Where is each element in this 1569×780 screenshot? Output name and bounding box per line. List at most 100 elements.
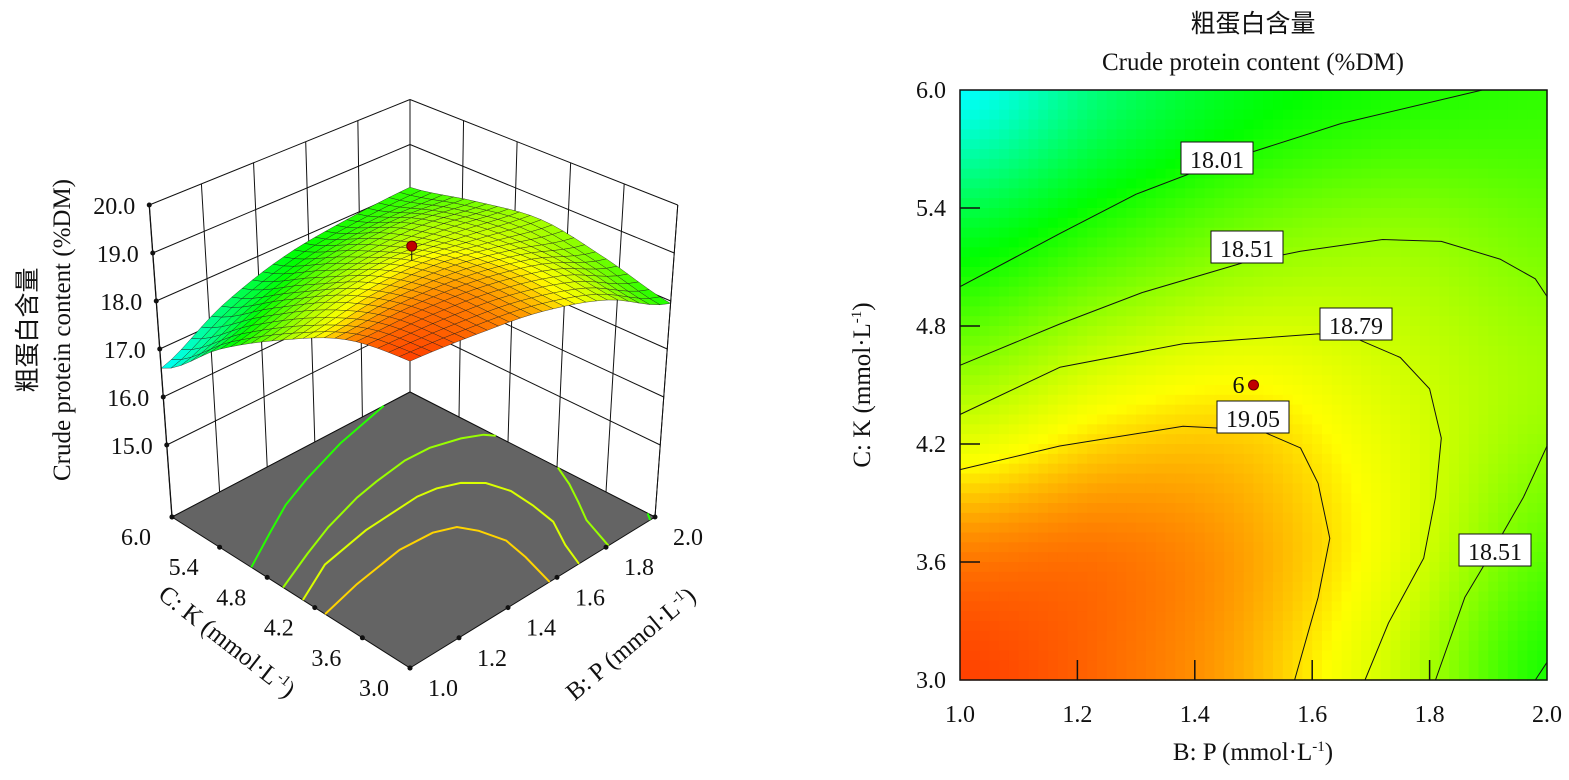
heatmap-cell — [1488, 571, 1499, 583]
heatmap-cell — [1331, 345, 1343, 357]
heatmap-cell — [1361, 552, 1372, 563]
heatmap-cell — [1048, 276, 1059, 288]
heatmap-cell — [1507, 365, 1519, 376]
heatmap-cell — [1498, 581, 1509, 593]
heatmap-cell — [1263, 581, 1274, 593]
z-tick — [146, 202, 152, 208]
heatmap-cell — [1527, 404, 1538, 416]
heatmap-cell — [1126, 335, 1137, 347]
heatmap-cell — [1351, 237, 1362, 248]
heatmap-cell — [1292, 227, 1304, 239]
heatmap-cell — [1361, 512, 1372, 524]
heatmap-cell — [1468, 493, 1480, 504]
heatmap-cell — [1498, 139, 1509, 150]
heatmap-cell — [1233, 375, 1245, 386]
heatmap-cell — [1410, 129, 1421, 140]
heatmap-cell — [1165, 562, 1176, 573]
heatmap-cell — [1077, 571, 1088, 583]
heatmap-cell — [1185, 306, 1196, 317]
heatmap-cell — [1067, 650, 1078, 661]
heatmap-cell — [1302, 601, 1313, 612]
heatmap-cell — [1018, 611, 1030, 622]
heatmap-cell — [1458, 522, 1470, 534]
heatmap-cell — [960, 227, 971, 239]
heatmap-cell — [1321, 630, 1333, 642]
heatmap-cell — [1351, 119, 1362, 130]
heatmap-cell — [1077, 483, 1088, 494]
heatmap-cell — [1361, 286, 1372, 298]
heatmap-cell — [1419, 276, 1431, 288]
heatmap-cell — [1321, 424, 1333, 435]
heatmap-cell — [1057, 483, 1069, 494]
heatmap-cell — [1087, 473, 1098, 484]
heatmap-cell — [1048, 532, 1059, 543]
heatmap-cell — [1087, 522, 1098, 534]
heatmap-cell — [1204, 109, 1215, 121]
heatmap-cell — [1370, 355, 1382, 366]
heatmap-cell — [1282, 453, 1294, 465]
heatmap-cell — [1537, 139, 1548, 150]
heatmap-cell — [960, 621, 971, 632]
heatmap-cell — [1028, 198, 1039, 209]
heatmap-cell — [1292, 404, 1304, 416]
heatmap-cell — [1145, 276, 1157, 288]
heatmap-cell — [1165, 385, 1176, 396]
heatmap-cell — [1537, 611, 1548, 622]
heatmap-cell — [1145, 365, 1157, 376]
heatmap-cell — [1312, 158, 1323, 170]
heatmap-cell — [1537, 267, 1548, 278]
heatmap-cell — [960, 483, 971, 494]
heatmap-cell — [1488, 512, 1499, 524]
heatmap-cell — [1331, 670, 1343, 681]
heatmap-cell — [1077, 198, 1088, 209]
heatmap-cell — [1194, 444, 1206, 455]
heatmap-cell — [1449, 394, 1460, 406]
heatmap-cell — [1214, 571, 1225, 583]
heatmap-cell — [1096, 119, 1108, 130]
heatmap-cell — [1449, 630, 1460, 642]
heatmap-cell — [999, 394, 1010, 406]
heatmap-cell — [1380, 178, 1392, 189]
heatmap-cell — [1155, 650, 1167, 661]
heatmap-cell — [979, 591, 990, 602]
heatmap-cell — [1057, 385, 1069, 396]
heatmap-cell — [1077, 404, 1088, 416]
heatmap-cell — [1096, 99, 1108, 111]
heatmap-cell — [1410, 365, 1421, 376]
heatmap-cell — [1057, 493, 1069, 504]
heatmap-cell — [1155, 149, 1167, 160]
heatmap-cell — [1214, 503, 1225, 514]
heatmap-cell — [1507, 316, 1519, 327]
heatmap-cell — [1155, 326, 1167, 337]
heatmap-cell — [979, 670, 990, 681]
heatmap-cell — [1312, 424, 1323, 435]
heatmap-cell — [1527, 591, 1538, 602]
heatmap-cell — [1429, 581, 1440, 593]
heatmap-cell — [1194, 109, 1206, 121]
contour-line-19.05 — [959, 425, 1331, 681]
heatmap-cell — [1331, 247, 1343, 258]
heatmap-cell — [1468, 571, 1480, 583]
heatmap-cell — [1233, 512, 1245, 524]
heatmap-cell — [1096, 168, 1108, 180]
heatmap-cell — [1439, 394, 1450, 406]
heatmap-cell — [1175, 385, 1186, 396]
heatmap-cell — [1067, 178, 1078, 189]
heatmap-cell — [1214, 552, 1225, 563]
heatmap-cell — [1116, 394, 1127, 406]
heatmap-cell — [989, 542, 1000, 553]
heatmap-cell — [1527, 129, 1538, 140]
heatmap-cell — [1507, 168, 1519, 180]
heatmap-cell — [1048, 286, 1059, 298]
heatmap-cell — [1233, 276, 1245, 288]
heatmap-cell — [969, 217, 981, 229]
heatmap-cell — [1488, 630, 1499, 642]
heatmap-cell — [1429, 109, 1440, 121]
heatmap-cell — [1361, 473, 1372, 484]
heatmap-cell — [1018, 90, 1030, 101]
heatmap-cell — [1145, 355, 1157, 366]
heatmap-cell — [1527, 158, 1538, 170]
heatmap-cell — [1390, 335, 1401, 347]
heatmap-cell — [1116, 296, 1127, 307]
heatmap-cell — [1233, 267, 1245, 278]
